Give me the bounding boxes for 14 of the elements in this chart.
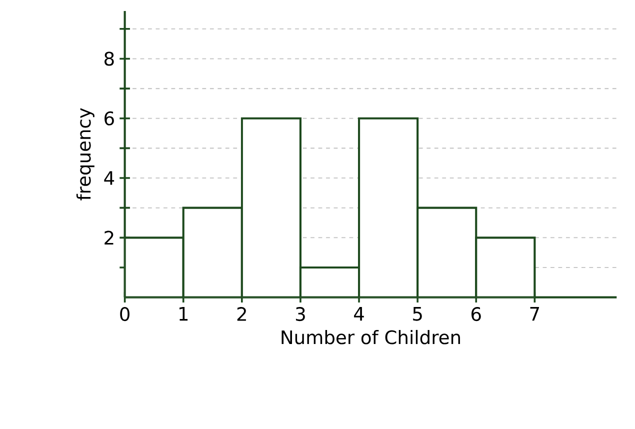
x-tick-label: 5 — [413, 306, 422, 321]
x-tick-label: 0 — [120, 306, 130, 321]
x-tick-label: 4 — [354, 306, 364, 320]
x-tick-label: 1 — [179, 306, 188, 320]
x-axis-title: Number of Children — [282, 330, 460, 344]
y-tick-label: 4 — [104, 171, 114, 185]
y-tick-label: 2 — [104, 230, 114, 244]
y-tick-label: 6 — [104, 111, 114, 126]
y-axis-title: frequency — [76, 108, 94, 200]
x-tick-label: 7 — [530, 306, 539, 320]
x-tick-label: 2 — [237, 306, 246, 321]
x-tick-label: 3 — [296, 306, 305, 321]
x-tick-label: 6 — [472, 306, 481, 321]
y-tick-label: 8 — [104, 51, 114, 66]
